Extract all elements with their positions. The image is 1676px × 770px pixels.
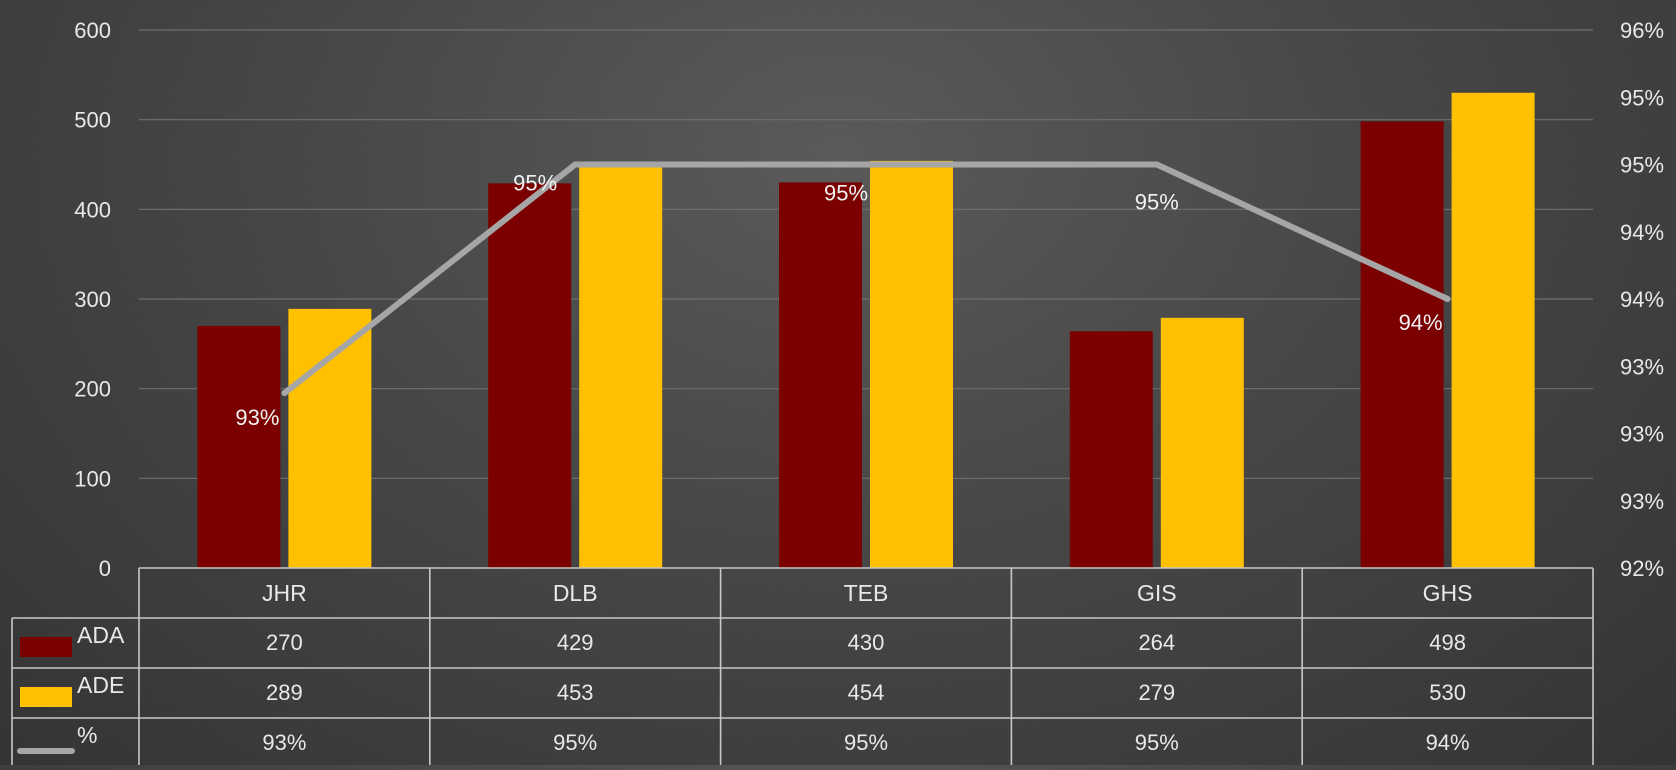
bar-series [197, 92, 1535, 569]
right-axis-tick-label: 94% [1620, 287, 1664, 312]
table-cell: 530 [1429, 680, 1466, 705]
percent-data-label: 94% [1399, 310, 1443, 335]
row-label: % [77, 722, 97, 748]
percent-data-label: 95% [513, 171, 557, 196]
right-axis-tick-label: 95% [1620, 85, 1664, 110]
table-cell: 429 [557, 630, 594, 655]
left-axis-tick-label: 500 [74, 108, 111, 133]
table-cell: 430 [848, 630, 885, 655]
data-table: JHR DLB TEB GIS GHS ADA 270 429 430 264 498 ADE 289 4… [11, 567, 1594, 768]
percent-line-series: 93% 95% 95% 95% 94% [235, 161, 1451, 430]
bar-ade-jhr [288, 308, 372, 568]
right-axis-tick-label: 92% [1620, 556, 1664, 581]
bar-ada-dlb [488, 183, 572, 568]
right-axis-tick-label: 93% [1620, 354, 1664, 379]
table-cell: 94% [1426, 730, 1470, 755]
category-label: TEB [844, 580, 889, 606]
right-axis-tick-label: 96% [1620, 18, 1664, 43]
table-cell: 453 [557, 680, 594, 705]
table-cell: 95% [844, 730, 888, 755]
left-axis-tick-label: 300 [74, 287, 111, 312]
bar-ada-gis [1069, 331, 1153, 568]
table-cell: 454 [848, 680, 885, 705]
left-axis-tick-label: 600 [74, 18, 111, 43]
table-cell: 93% [262, 730, 306, 755]
left-axis-tick-label: 400 [74, 197, 111, 222]
left-axis-tick-label: 200 [74, 377, 111, 402]
percent-data-label: 93% [235, 405, 279, 430]
percent-data-label: 95% [1135, 190, 1179, 215]
right-axis-tick-label: 93% [1620, 489, 1664, 514]
category-label: GIS [1137, 580, 1177, 606]
table-cell: 498 [1429, 630, 1466, 655]
table-cell: 95% [553, 730, 597, 755]
left-axis-ticks: 0 100 200 300 400 500 600 [74, 18, 111, 581]
table-cell: 289 [266, 680, 303, 705]
row-label: ADE [77, 672, 124, 698]
left-axis-tick-label: 100 [74, 466, 111, 491]
category-label: JHR [262, 580, 307, 606]
category-label: DLB [553, 580, 598, 606]
bar-ade-ghs [1451, 92, 1535, 569]
bar-ada-jhr [197, 325, 281, 568]
bar-ade-teb [870, 160, 953, 568]
legend-key-ada [20, 637, 72, 657]
bar-ada-ghs [1360, 121, 1444, 569]
category-label: GHS [1423, 580, 1473, 606]
percent-line [281, 161, 1451, 397]
right-axis-tick-label: 95% [1620, 153, 1664, 178]
right-axis-tick-label: 94% [1620, 220, 1664, 245]
left-axis-tick-label: 0 [99, 556, 111, 581]
legend-key-ade [20, 687, 72, 707]
right-axis-ticks: 92% 93% 93% 93% 94% 94% 95% 95% 96% [1620, 18, 1664, 581]
bar-ada-teb [779, 182, 862, 568]
row-label: ADA [77, 622, 125, 648]
gridlines [139, 29, 1593, 479]
table-cell: 264 [1138, 630, 1175, 655]
table-cell: 95% [1135, 730, 1179, 755]
right-axis-tick-label: 93% [1620, 422, 1664, 447]
percent-data-label: 95% [824, 181, 868, 206]
table-cell: 270 [266, 630, 303, 655]
table-cell: 279 [1138, 680, 1175, 705]
bar-ade-gis [1160, 317, 1244, 568]
bar-ade-dlb [579, 161, 663, 568]
